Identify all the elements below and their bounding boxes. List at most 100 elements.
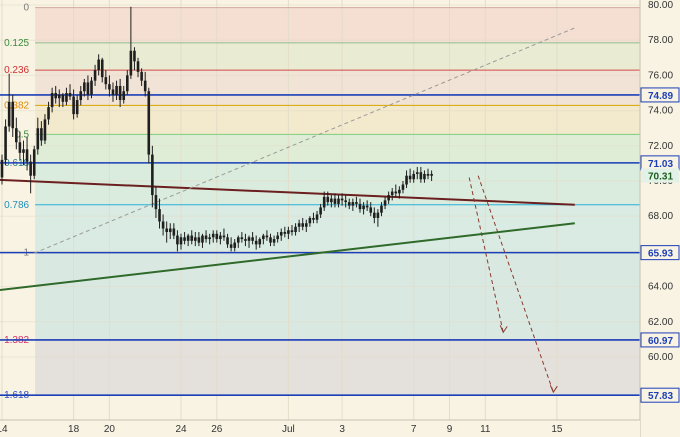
- candle-body: [337, 198, 340, 204]
- projection-line: [468, 177, 504, 333]
- y-tick-label: 74.00: [648, 106, 673, 117]
- price-label-box: [640, 387, 680, 403]
- fib-zone: [35, 42, 641, 71]
- y-tick-label: 80.00: [648, 0, 673, 11]
- candle-body: [222, 235, 226, 238]
- candle-body: [373, 212, 376, 218]
- candle-body: [165, 228, 168, 233]
- candle-body: [50, 93, 54, 108]
- candle-body: [154, 195, 158, 210]
- candle-body: [143, 80, 147, 92]
- candle-body: [419, 172, 423, 180]
- candle-body: [176, 235, 179, 245]
- candle-body: [151, 154, 154, 196]
- candle-body: [118, 85, 122, 101]
- candle-body: [398, 189, 401, 194]
- candle-body: [258, 239, 262, 245]
- candle-body: [158, 209, 161, 222]
- candle-body: [194, 237, 197, 241]
- x-tick-label: 9: [447, 424, 453, 435]
- candle-body: [347, 202, 351, 206]
- candle-body: [115, 85, 118, 95]
- x-tick-label: 3: [339, 424, 345, 435]
- fib-level-label: 0.236: [4, 65, 29, 76]
- candle-body: [47, 107, 50, 120]
- candle-body: [211, 233, 215, 238]
- candle-body: [68, 93, 72, 97]
- candle-body: [401, 184, 405, 190]
- trend-lines: [0, 27, 575, 292]
- y-tick-label: 68.00: [648, 211, 673, 222]
- candle-body: [108, 84, 111, 90]
- candle-body: [161, 221, 165, 229]
- candle-body: [251, 237, 254, 241]
- candle-body: [18, 142, 22, 153]
- x-tick-label: 7: [411, 424, 417, 435]
- candle-body: [219, 235, 222, 240]
- candle-body: [415, 172, 419, 174]
- x-tick-label: 15: [551, 424, 563, 435]
- x-tick-label: 26: [211, 424, 223, 435]
- candle-body: [308, 217, 312, 224]
- candle-body: [301, 223, 305, 227]
- candle-body: [179, 237, 183, 245]
- candle-body: [315, 214, 319, 220]
- fib-level-label: 0.5: [15, 129, 29, 140]
- y-axis-panel: [640, 0, 680, 437]
- candle-body: [29, 161, 32, 176]
- candle-body: [247, 237, 251, 241]
- candle-body: [0, 159, 4, 178]
- price-label-box: [641, 168, 679, 183]
- candle-body: [57, 94, 61, 99]
- candle-body: [133, 50, 136, 62]
- candle-body: [147, 91, 151, 155]
- fib-zone: [35, 339, 641, 396]
- candle-body: [355, 202, 358, 204]
- price-label-text: 57.83: [648, 391, 673, 402]
- candle-body: [376, 212, 380, 218]
- candle-body: [204, 235, 208, 240]
- candle-body: [276, 235, 279, 240]
- candle-body: [122, 91, 126, 101]
- candle-body: [369, 207, 373, 213]
- fib-zones: [35, 7, 641, 396]
- candle-body: [330, 198, 333, 203]
- candle-body: [104, 77, 108, 85]
- candle-body: [140, 71, 143, 81]
- candle-body: [65, 93, 68, 102]
- x-tick-label: 11: [480, 424, 491, 435]
- fib-zone: [35, 162, 641, 205]
- candle-body: [387, 195, 390, 201]
- x-axis-panel: [0, 420, 640, 437]
- candle-body: [269, 237, 272, 243]
- candle-body: [344, 200, 347, 203]
- fib-zone: [35, 204, 641, 253]
- candle-body: [279, 232, 283, 236]
- candle-body: [229, 244, 233, 248]
- candle-body: [233, 242, 236, 248]
- candle-body: [244, 239, 247, 241]
- candle-body: [61, 94, 65, 102]
- candle-body: [183, 237, 186, 241]
- candle-body: [340, 198, 344, 201]
- candle-body: [100, 59, 104, 78]
- candle-body: [32, 149, 36, 176]
- candle-body: [36, 128, 40, 150]
- candle-body: [172, 228, 176, 236]
- candle-body: [326, 196, 330, 203]
- trend-line-support: [0, 222, 575, 292]
- candle-body: [394, 191, 398, 194]
- price-label-box: [640, 332, 680, 348]
- fib-level-label: 0.786: [4, 200, 29, 211]
- candle-body: [208, 237, 211, 240]
- candle-body: [86, 82, 90, 95]
- y-tick-label: 60.00: [648, 352, 673, 363]
- candle-body: [426, 173, 430, 176]
- x-tick-label: Jul: [282, 424, 295, 435]
- trend-line-resistance: [0, 178, 575, 206]
- candle-body: [333, 198, 337, 204]
- candle-body: [358, 203, 362, 210]
- candle-body: [236, 237, 240, 243]
- price-label-text: 65.93: [648, 249, 673, 260]
- candle-body: [430, 173, 433, 176]
